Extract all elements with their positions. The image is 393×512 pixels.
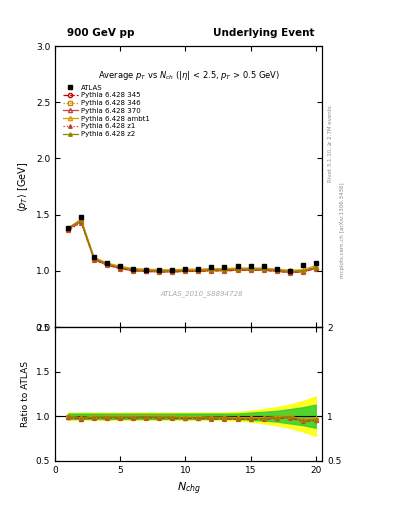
Text: Underlying Event: Underlying Event [213,28,314,38]
Legend: ATLAS, Pythia 6.428 345, Pythia 6.428 346, Pythia 6.428 370, Pythia 6.428 ambt1,: ATLAS, Pythia 6.428 345, Pythia 6.428 34… [60,82,152,140]
Text: mcplots.cern.ch [arXiv:1306.3436]: mcplots.cern.ch [arXiv:1306.3436] [340,183,345,278]
Text: ATLAS_2010_S8894728: ATLAS_2010_S8894728 [161,290,243,296]
Y-axis label: $\langle p_T \rangle$ [GeV]: $\langle p_T \rangle$ [GeV] [16,161,30,212]
Text: Average $p_T$ vs $N_{ch}$ ($|\eta|$ < 2.5, $p_T$ > 0.5 GeV): Average $p_T$ vs $N_{ch}$ ($|\eta|$ < 2.… [97,69,280,81]
X-axis label: $N_{chg}$: $N_{chg}$ [176,480,201,497]
Y-axis label: Ratio to ATLAS: Ratio to ATLAS [21,361,30,427]
Text: 900 GeV pp: 900 GeV pp [67,28,134,38]
Text: Rivet 3.1.10, ≥ 2.7M events: Rivet 3.1.10, ≥ 2.7M events [328,105,333,182]
